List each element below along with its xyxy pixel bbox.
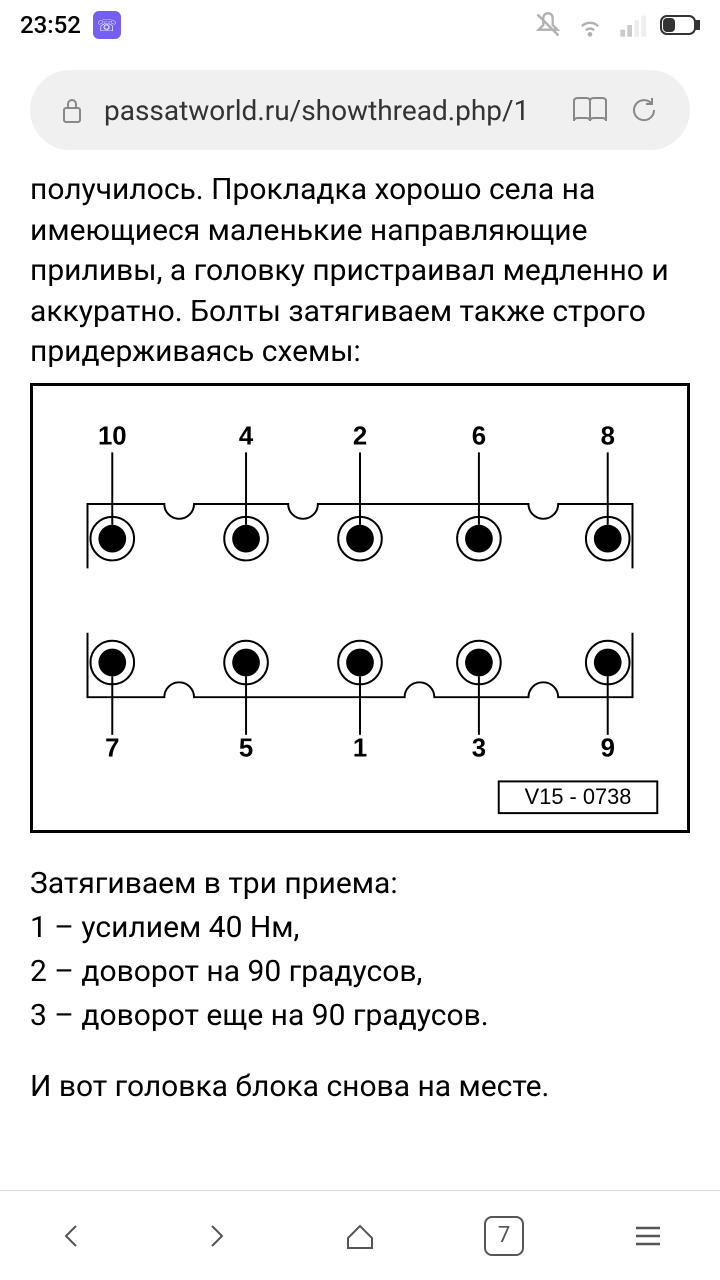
back-button[interactable]: [47, 1211, 97, 1261]
status-left: 23:52 ☏: [20, 11, 121, 39]
svg-text:7: 7: [105, 734, 119, 762]
menu-button[interactable]: [623, 1211, 673, 1261]
signal-icon: [618, 11, 646, 39]
url-text: passatworld.ru/showthread.php/1: [104, 94, 552, 127]
lock-icon: [60, 96, 84, 124]
step-2: 2 – доворот на 90 градусов,: [30, 951, 690, 993]
status-bar: 23:52 ☏: [0, 0, 720, 50]
battery-icon: [660, 15, 700, 35]
diagram-svg: 10 4 2 6 8 7 5 1 3 9 V15 - 0738: [33, 386, 687, 830]
svg-text:8: 8: [601, 422, 615, 450]
svg-text:4: 4: [239, 422, 254, 450]
bolt-diagram: 10 4 2 6 8 7 5 1 3 9 V15 - 0738: [30, 383, 690, 833]
svg-text:9: 9: [601, 734, 615, 762]
bottom-nav: 7: [0, 1190, 720, 1280]
refresh-icon[interactable]: [628, 94, 660, 126]
reader-icon[interactable]: [572, 95, 608, 125]
svg-text:1: 1: [353, 734, 367, 762]
clock-time: 23:52: [20, 11, 81, 39]
svg-text:2: 2: [353, 422, 367, 450]
tabs-button[interactable]: 7: [479, 1211, 529, 1261]
url-bar-container: passatworld.ru/showthread.php/1: [0, 50, 720, 170]
svg-text:10: 10: [98, 422, 127, 450]
svg-text:5: 5: [239, 734, 253, 762]
forward-button[interactable]: [191, 1211, 241, 1261]
url-bar[interactable]: passatworld.ru/showthread.php/1: [30, 70, 690, 150]
svg-text:6: 6: [472, 422, 486, 450]
home-button[interactable]: [335, 1211, 385, 1261]
svg-text:V15 - 0738: V15 - 0738: [525, 784, 632, 809]
page-content: получилось. Прокладка хорошо села на име…: [0, 170, 720, 1107]
top-paragraph: получилось. Прокладка хорошо села на име…: [30, 170, 690, 373]
step-3: 3 – доворот еще на 90 градусов.: [30, 995, 690, 1037]
bottom-paragraph: И вот головка блока снова на месте.: [30, 1067, 690, 1108]
svg-text:3: 3: [472, 734, 486, 762]
status-right: [534, 11, 700, 39]
viber-icon: ☏: [93, 11, 121, 39]
instructions: Затягиваем в три приема: 1 – усилием 40 …: [30, 863, 690, 1037]
instructions-title: Затягиваем в три приема:: [30, 863, 690, 905]
tab-count: 7: [484, 1216, 524, 1256]
wifi-icon: [576, 11, 604, 39]
mute-icon: [534, 11, 562, 39]
step-1: 1 – усилием 40 Нм,: [30, 907, 690, 949]
